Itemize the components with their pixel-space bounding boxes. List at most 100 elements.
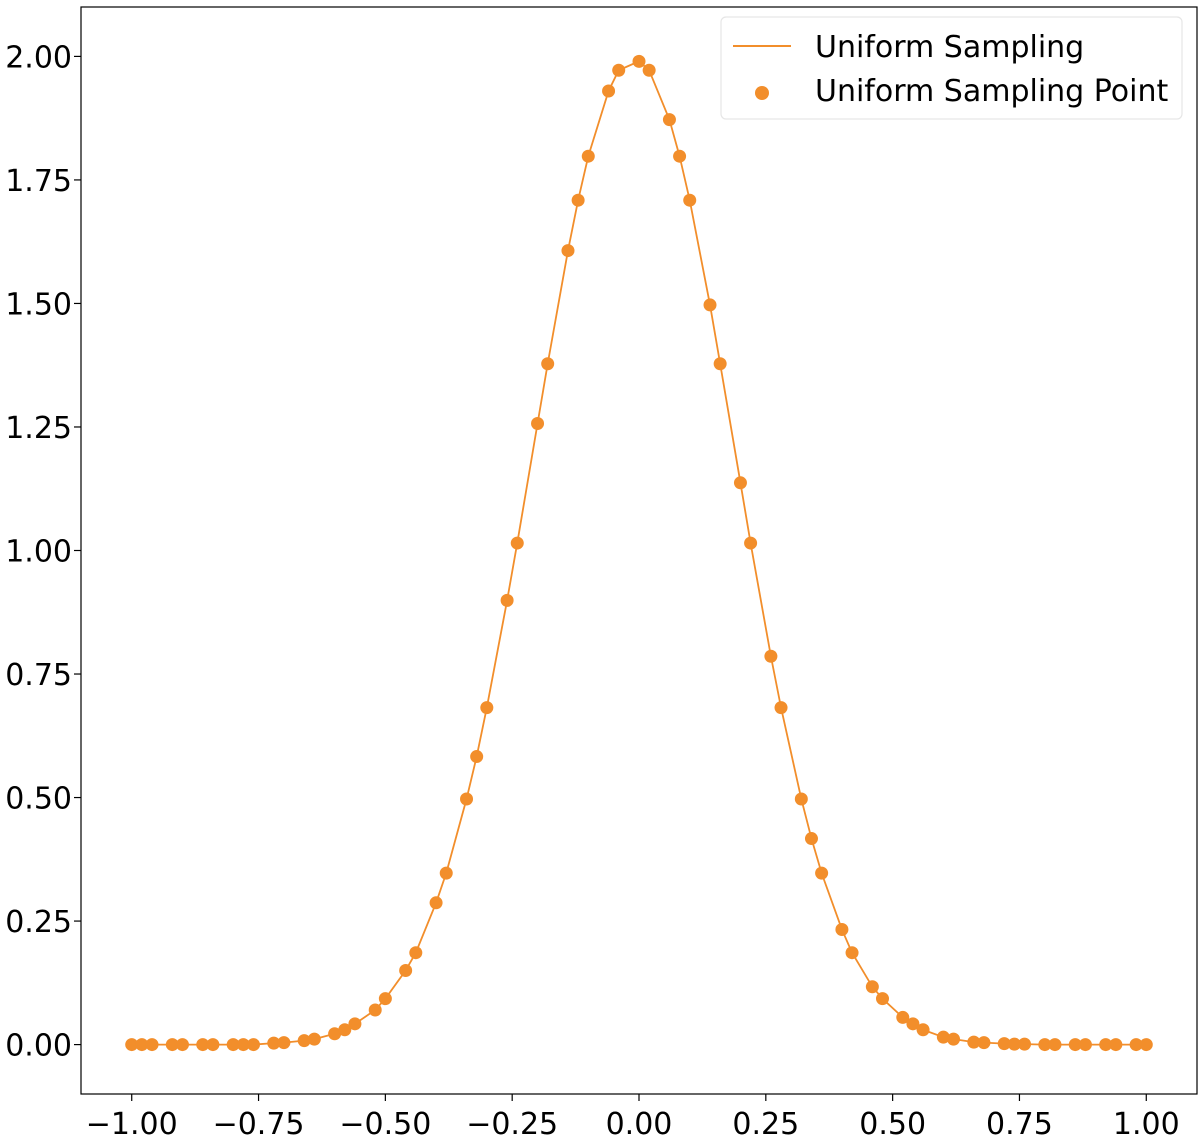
data-point bbox=[561, 244, 575, 258]
legend-point-swatch bbox=[755, 86, 769, 100]
y-tick-label: 0.00 bbox=[5, 1029, 72, 1064]
data-point bbox=[804, 832, 818, 846]
data-point bbox=[764, 649, 778, 663]
x-tick-label: −0.25 bbox=[466, 1107, 558, 1137]
data-point bbox=[500, 593, 514, 607]
y-tick-label: 0.75 bbox=[5, 658, 72, 693]
data-point bbox=[409, 946, 423, 960]
data-point bbox=[997, 1037, 1011, 1051]
data-point bbox=[399, 963, 413, 977]
x-tick-label: 0.25 bbox=[732, 1107, 799, 1137]
data-point bbox=[267, 1036, 281, 1050]
data-point bbox=[713, 357, 727, 371]
y-tick-label: 1.25 bbox=[5, 411, 72, 446]
legend-label-uniform-sampling: Uniform Sampling bbox=[815, 30, 1084, 65]
data-point bbox=[541, 357, 555, 371]
data-point bbox=[744, 536, 758, 550]
series-line-uniform-sampling bbox=[131, 60, 1147, 1046]
data-point bbox=[896, 1010, 910, 1024]
data-point bbox=[246, 1038, 260, 1052]
data-point bbox=[632, 54, 646, 68]
data-point bbox=[277, 1036, 291, 1050]
x-tick-label: 1.00 bbox=[1113, 1107, 1180, 1137]
data-point bbox=[429, 896, 443, 910]
data-point bbox=[165, 1038, 179, 1052]
data-point bbox=[612, 63, 626, 77]
data-point bbox=[307, 1032, 321, 1046]
data-point bbox=[328, 1027, 342, 1041]
legend-label-uniform-sampling-point: Uniform Sampling Point bbox=[815, 74, 1168, 109]
y-tick-label: 0.25 bbox=[5, 905, 72, 940]
data-point bbox=[845, 946, 859, 960]
legend: Uniform Sampling Uniform Sampling Point bbox=[720, 16, 1183, 120]
data-point bbox=[236, 1038, 250, 1052]
y-axis: 0.00 0.25 0.50 0.75 1.00 1.25 1.50 1.75 2.00 bbox=[5, 40, 81, 1064]
data-point bbox=[480, 701, 494, 715]
data-point bbox=[947, 1032, 961, 1046]
x-axis: −1.00 −0.75 −0.50 −0.25 0.00 0.25 0.50 0.75 1.00 bbox=[86, 1094, 1180, 1137]
data-point bbox=[1139, 1038, 1153, 1052]
data-point bbox=[510, 536, 524, 550]
data-point bbox=[226, 1038, 240, 1052]
data-point bbox=[1099, 1038, 1113, 1052]
data-point bbox=[673, 149, 687, 163]
y-tick-label: 1.50 bbox=[5, 287, 72, 322]
data-point bbox=[936, 1030, 950, 1044]
data-point bbox=[1018, 1037, 1032, 1051]
data-point bbox=[865, 980, 879, 994]
x-tick-label: 0.00 bbox=[606, 1107, 673, 1137]
data-point bbox=[835, 922, 849, 936]
plot-marks bbox=[125, 54, 1153, 1052]
x-tick-label: 0.75 bbox=[986, 1107, 1053, 1137]
data-point bbox=[1078, 1038, 1092, 1052]
y-tick-label: 1.75 bbox=[5, 164, 72, 199]
data-point bbox=[967, 1035, 981, 1049]
x-tick-label: −0.75 bbox=[213, 1107, 305, 1137]
data-point bbox=[581, 149, 595, 163]
x-tick-label: −1.00 bbox=[86, 1107, 178, 1137]
y-tick-label: 1.00 bbox=[5, 535, 72, 570]
x-tick-label: 0.50 bbox=[859, 1107, 926, 1137]
data-point bbox=[571, 193, 585, 207]
data-point bbox=[338, 1023, 352, 1037]
data-point bbox=[815, 866, 829, 880]
data-point bbox=[196, 1038, 210, 1052]
data-point bbox=[1048, 1038, 1062, 1052]
data-point bbox=[378, 992, 392, 1006]
data-point bbox=[1129, 1038, 1143, 1052]
legend-box bbox=[720, 16, 1183, 120]
data-point bbox=[794, 792, 808, 806]
data-point bbox=[1109, 1038, 1123, 1052]
y-tick-label: 2.00 bbox=[5, 40, 72, 75]
data-point bbox=[439, 866, 453, 880]
data-point bbox=[733, 476, 747, 490]
data-point bbox=[145, 1038, 159, 1052]
data-point bbox=[531, 417, 545, 431]
data-point bbox=[703, 298, 717, 312]
axes-frame bbox=[80, 6, 1198, 1095]
data-point bbox=[470, 750, 484, 764]
data-point bbox=[1007, 1037, 1021, 1051]
data-point bbox=[175, 1038, 189, 1052]
data-point bbox=[774, 701, 788, 715]
data-point bbox=[297, 1034, 311, 1048]
data-point bbox=[206, 1038, 220, 1052]
data-point bbox=[906, 1017, 920, 1031]
data-point bbox=[875, 992, 889, 1006]
data-point bbox=[1068, 1038, 1082, 1052]
data-point bbox=[368, 1003, 382, 1017]
data-point bbox=[602, 84, 616, 98]
x-tick-label: −0.50 bbox=[339, 1107, 431, 1137]
data-point bbox=[135, 1038, 149, 1052]
data-point bbox=[916, 1023, 930, 1037]
data-point bbox=[662, 113, 676, 127]
data-point bbox=[683, 193, 697, 207]
y-tick-label: 0.50 bbox=[5, 782, 72, 817]
data-point bbox=[125, 1038, 139, 1052]
data-point bbox=[642, 63, 656, 77]
data-point bbox=[348, 1017, 362, 1031]
data-point bbox=[1038, 1038, 1052, 1052]
data-point bbox=[977, 1036, 991, 1050]
data-point bbox=[460, 792, 474, 806]
